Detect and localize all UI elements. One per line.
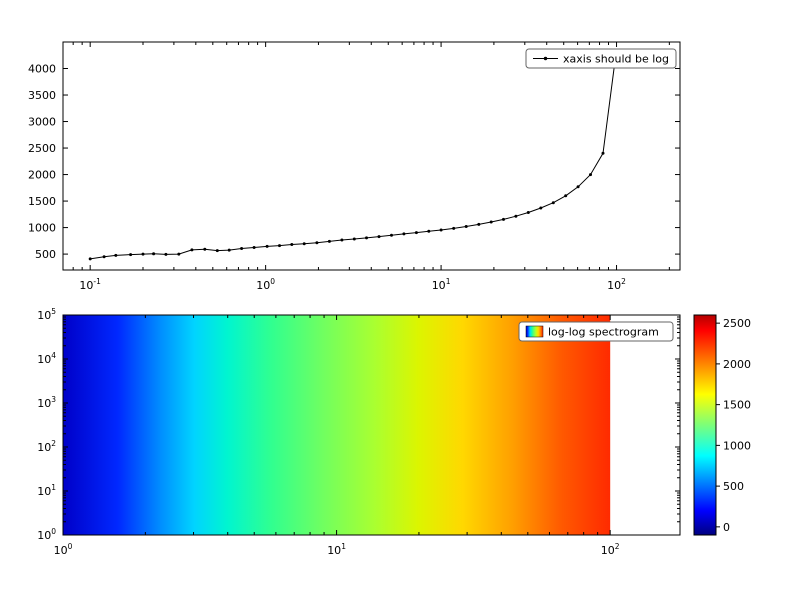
data-point-marker xyxy=(290,243,294,246)
data-point-marker xyxy=(402,232,406,236)
legend-label: xaxis should be log xyxy=(563,53,669,66)
data-point-marker xyxy=(427,229,431,233)
data-point-marker xyxy=(526,211,530,214)
data-point-marker xyxy=(227,248,231,252)
spectrogram-axes: 100 101 102 100 101 102 103 104 105 log-log spec… xyxy=(37,307,681,557)
legend-box xyxy=(525,48,677,69)
tick-label: 101 xyxy=(327,542,346,557)
colorbar-tick-label: 2000 xyxy=(723,358,751,371)
data-point-marker xyxy=(327,239,331,243)
colorbar-gradient xyxy=(694,315,716,535)
data-point-marker xyxy=(464,225,468,228)
tick-label: 105 xyxy=(37,307,56,322)
data-point-marker xyxy=(414,231,418,235)
data-point-marker xyxy=(439,228,443,232)
colorbar-tick-label: 500 xyxy=(723,480,744,493)
colorbar-tick-label: 1500 xyxy=(723,399,751,412)
data-point-marker xyxy=(302,242,306,246)
tick-label: 2500 xyxy=(28,142,56,155)
data-point-marker xyxy=(114,253,118,257)
data-point-marker xyxy=(315,241,319,245)
colorbar: 0 500 1000 1500 2000 2500 xyxy=(693,314,751,536)
colorbar-frame xyxy=(693,314,717,536)
tick-label: 101 xyxy=(37,483,56,498)
data-point-marker xyxy=(102,255,106,259)
tick-label: 104 xyxy=(37,351,56,366)
tick-label: 102 xyxy=(607,277,626,292)
data-point-marker xyxy=(152,252,156,256)
tick-label: 100 xyxy=(37,527,56,542)
axes1-background xyxy=(63,42,680,270)
data-point-marker xyxy=(365,236,368,240)
tick-label: 500 xyxy=(35,248,56,261)
data-point-marker xyxy=(477,222,481,226)
data-point-marker xyxy=(203,247,207,251)
data-point-marker xyxy=(514,214,518,218)
tick-label: 103 xyxy=(37,395,56,410)
frequency-line-series xyxy=(88,56,617,261)
data-point-marker xyxy=(502,217,505,221)
spectrogram-image xyxy=(63,315,611,535)
tick-label: 2000 xyxy=(28,169,56,182)
data-point-marker xyxy=(164,252,168,256)
data-point-marker xyxy=(489,220,493,224)
data-point-marker xyxy=(177,252,181,256)
data-point-marker xyxy=(377,235,381,239)
data-point-marker xyxy=(452,226,456,230)
tick-label: 1000 xyxy=(28,222,56,235)
data-point-marker xyxy=(352,237,356,241)
data-point-marker xyxy=(88,257,92,261)
tick-label: 1500 xyxy=(28,195,56,208)
data-point-marker xyxy=(564,194,568,198)
colorbar-tick-label: 1000 xyxy=(723,439,751,452)
data-point-marker xyxy=(576,185,580,189)
data-point-marker xyxy=(240,247,244,250)
tick-label: 3500 xyxy=(28,89,56,102)
colorbar-tick-label: 2500 xyxy=(723,317,751,330)
tick-label: 102 xyxy=(37,439,56,454)
axes2-legend[interactable]: log-log spectrogram xyxy=(518,321,674,342)
colorbar-tick-label: 0 xyxy=(723,521,730,534)
tick-label: 101 xyxy=(432,277,451,292)
data-point-marker xyxy=(215,249,219,253)
axes1-ticks: 10-1 100 101 102 500 1000 1500 2000 2500 3000 3500… xyxy=(28,42,680,292)
data-point-marker xyxy=(265,244,269,248)
data-point-marker xyxy=(539,206,543,210)
line-plot-axes: 10-1 100 101 102 500 1000 1500 2000 2500 3000 3500… xyxy=(28,41,681,292)
tick-label: 4000 xyxy=(28,63,56,76)
data-point-marker xyxy=(190,248,194,252)
legend-marker-icon xyxy=(543,56,548,61)
tick-label: 102 xyxy=(601,542,620,557)
data-point-marker xyxy=(551,201,555,205)
data-point-marker xyxy=(129,253,133,257)
axes2-ticks: 100 101 102 100 101 102 103 104 105 xyxy=(37,307,680,557)
data-point-marker xyxy=(278,244,281,248)
tick-label: 100 xyxy=(256,277,275,292)
axes1-frame xyxy=(62,41,681,271)
data-point-marker xyxy=(390,233,393,237)
tick-label: 3000 xyxy=(28,116,56,129)
data-point-marker xyxy=(252,246,256,249)
tick-label: 10-1 xyxy=(79,277,101,292)
legend-colormap-patch-icon xyxy=(525,325,544,338)
tick-label: 100 xyxy=(54,542,73,557)
legend-label: log-log spectrogram xyxy=(548,326,659,339)
data-point-marker xyxy=(141,252,145,256)
data-point-marker xyxy=(589,173,592,177)
axes1-legend[interactable]: xaxis should be log xyxy=(525,48,677,69)
legend-box xyxy=(518,321,674,342)
data-point-marker xyxy=(340,238,344,242)
colorbar-ticks: 0 500 1000 1500 2000 2500 xyxy=(716,317,751,534)
axes2-frame xyxy=(62,314,681,536)
data-point-marker xyxy=(601,151,605,155)
